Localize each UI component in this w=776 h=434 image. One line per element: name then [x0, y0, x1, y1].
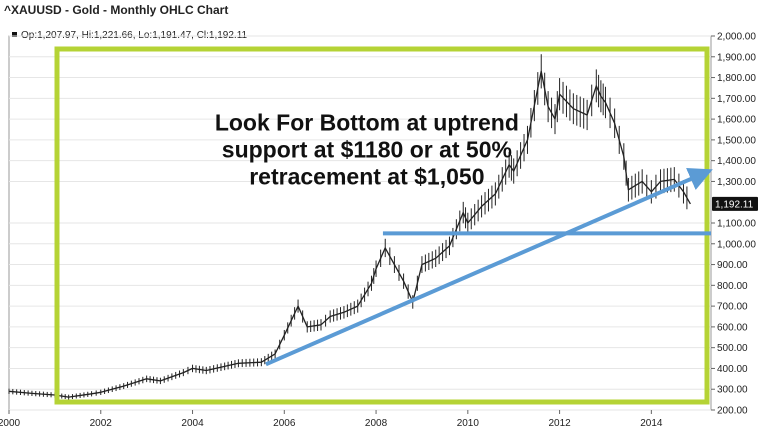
y-tick-label: 400.00 — [717, 364, 748, 375]
x-tick-label: 2010 — [457, 418, 480, 429]
y-tick-label: 200.00 — [717, 406, 748, 417]
y-tick-label: 1,000.00 — [717, 239, 756, 250]
annotation-line: support at $1180 or at 50% — [222, 137, 512, 163]
y-axis-ticks: 2,000.00 1,900.00 1,800.00 1,700.00 1,600.00… — [711, 32, 756, 417]
y-tick-label: 1,700.00 — [717, 94, 756, 105]
y-tick-label: 1,500.00 — [717, 135, 756, 146]
y-tick-label: 1,100.00 — [717, 219, 756, 230]
y-tick-label: 1,800.00 — [717, 73, 756, 84]
y-tick-label: 900.00 — [717, 260, 748, 271]
ohlc-bars — [8, 54, 688, 400]
y-tick-label: 500.00 — [717, 343, 748, 354]
x-tick-label: 2014 — [640, 418, 663, 429]
legend-marker — [12, 32, 17, 37]
y-tick-label: 1,400.00 — [717, 156, 756, 167]
y-tick-label: 300.00 — [717, 385, 748, 396]
y-tick-label: 2,000.00 — [717, 32, 756, 43]
y-tick-label: 600.00 — [717, 322, 748, 333]
x-tick-label: 2012 — [548, 418, 571, 429]
y-tick-label: 1,900.00 — [717, 52, 756, 63]
chart-title: ^XAUUSD - Gold - Monthly OHLC Chart — [4, 3, 228, 17]
x-tick-label: 2002 — [90, 418, 113, 429]
uptrend-support-line — [265, 167, 713, 367]
last-price-badge — [712, 196, 758, 211]
x-tick-label: 2008 — [365, 418, 388, 429]
annotation-line: Look For Bottom at uptrend — [215, 110, 519, 136]
x-tick-label: 2004 — [181, 418, 204, 429]
x-axis-ticks: 2000 2002 2004 2006 2008 2010 2012 2014 — [0, 410, 663, 429]
y-tick-label: 800.00 — [717, 281, 748, 292]
y-tick-label: 700.00 — [717, 302, 748, 313]
y-tick-label: 1,600.00 — [717, 115, 756, 126]
last-price-label: 1,192.11 — [715, 199, 754, 210]
highlight-frame — [54, 46, 710, 405]
annotation-line: retracement at $1,050 — [249, 164, 484, 190]
x-tick-label: 2000 — [0, 418, 21, 429]
y-tick-label: 1,300.00 — [717, 177, 756, 188]
x-tick-label: 2006 — [273, 418, 296, 429]
